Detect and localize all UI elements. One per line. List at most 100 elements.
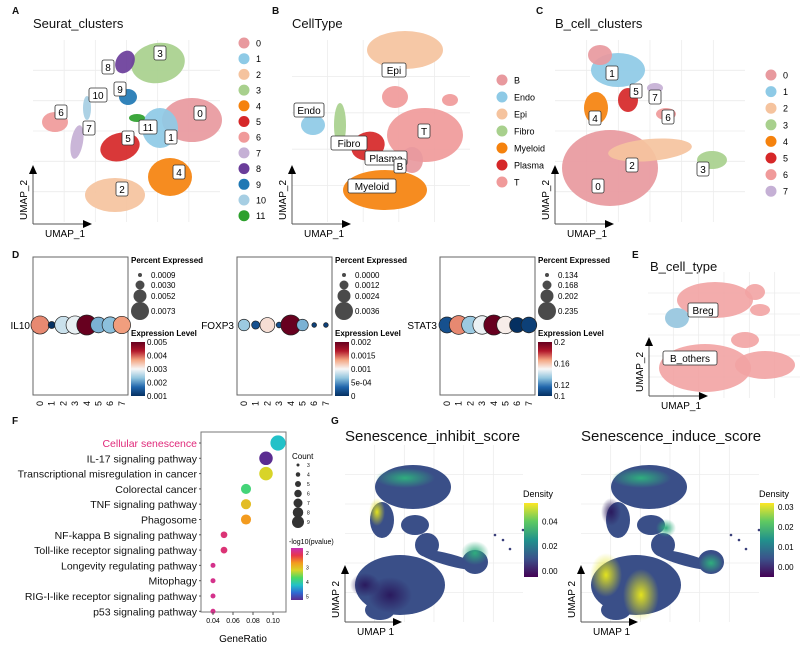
density-legend-label: 0.01: [778, 543, 794, 552]
x-tick-label: 0: [442, 401, 452, 406]
legend-label: 0: [256, 39, 261, 49]
x-tick-label: 6: [105, 401, 115, 406]
enrichment-dot: [240, 499, 252, 510]
count-legend-label: 7: [307, 501, 310, 507]
color-legend-label: 0.0015: [351, 352, 376, 361]
panel-e-title: B_cell_type: [650, 259, 718, 274]
color-legend-title: Expression Level: [538, 329, 604, 338]
cluster-label-box: [347, 178, 397, 194]
gene-label: IL10: [11, 321, 31, 332]
term-label: Toll-like receptor signaling pathway: [34, 545, 198, 557]
cluster-label-box: [172, 164, 186, 180]
count-legend-dot: [296, 463, 300, 467]
cluster-label-box: [164, 129, 178, 145]
count-legend-title: Count: [292, 452, 314, 461]
x-tick-label: 5: [298, 401, 308, 406]
term-label: NF-kappa B signaling pathway: [55, 530, 198, 542]
count-legend-label: 8: [307, 511, 310, 517]
arrow-up-icon: [551, 165, 559, 174]
cluster-label: 5: [633, 87, 639, 98]
count-legend-dot: [295, 472, 301, 477]
arrow-up-icon: [29, 165, 37, 174]
size-legend-dot: [538, 302, 556, 320]
color-legend-title: Expression Level: [335, 329, 401, 338]
size-legend-dot: [131, 302, 149, 320]
x-tick-label: 4: [82, 401, 92, 406]
density-hotspot: [601, 498, 621, 526]
legend-label: 5: [256, 117, 261, 127]
legend-label: 0: [783, 71, 788, 81]
cluster-label: 5: [125, 134, 131, 145]
x-tick-label: 0.04: [206, 618, 220, 625]
x-tick-label: 1: [47, 401, 57, 406]
pvalue-legend-title: -log10(pvalue): [289, 539, 334, 546]
density-legend-label: 0.02: [542, 542, 558, 551]
arrow-right-icon: [393, 618, 402, 626]
cluster-label: T: [421, 127, 427, 138]
umap-x-label: UMAP_1: [661, 401, 701, 412]
legend-swatch: [496, 108, 508, 120]
cluster-label: Endo: [297, 106, 321, 117]
size-legend-label: 0.0030: [151, 281, 176, 290]
b-others-points: [735, 351, 795, 379]
x-tick-label: 3: [70, 401, 80, 406]
legend-label: B: [514, 76, 520, 86]
cluster-points-6: [382, 86, 408, 108]
size-legend-title: Percent Expressed: [131, 256, 203, 265]
cluster-label-box: [330, 135, 368, 151]
legend-label: 7: [783, 187, 788, 197]
cluster-label-box: [113, 81, 127, 97]
cluster-label-box: [662, 350, 718, 366]
outlier-point: [757, 528, 761, 532]
x-tick-label: 5: [501, 401, 511, 406]
enrichment-dot: [220, 531, 228, 539]
cluster-label: 11: [143, 123, 154, 134]
legend-label: Endo: [514, 93, 535, 103]
pvalue-legend-label: 3: [306, 566, 309, 572]
count-legend-label: 9: [307, 520, 310, 526]
color-legend-label: 0.005: [147, 338, 168, 347]
x-tick-label: 6: [309, 401, 319, 406]
count-legend-dot: [292, 507, 304, 518]
expression-dot: [323, 322, 329, 328]
size-legend-label: 0.0009: [151, 271, 176, 280]
umap-y-label: UMAP 2: [567, 581, 578, 618]
pvalue-legend-label: 4: [306, 580, 309, 586]
outlier-point: [508, 547, 512, 551]
cluster-label: Fibro: [338, 139, 361, 150]
density-hotspot: [461, 541, 489, 565]
x-tick-label: 2: [465, 401, 475, 406]
cluster-label: Epi: [387, 66, 401, 77]
color-legend-label: 0.001: [351, 365, 372, 374]
color-legend-label: 0.1: [554, 392, 566, 401]
arrow-right-icon: [605, 220, 614, 228]
gene-label: FOXP3: [201, 321, 234, 332]
expression-dot: [112, 315, 131, 335]
cluster-label: 8: [105, 63, 111, 74]
size-legend-dot: [337, 289, 351, 303]
pvalue-legend-label: 2: [306, 551, 309, 557]
cluster-label: 9: [117, 85, 123, 96]
x-tick-label: 2: [262, 401, 272, 406]
cluster-label: 0: [595, 182, 601, 193]
panel-letter-g: G: [331, 416, 339, 427]
cluster-label-box: [417, 123, 431, 139]
density-hotspot: [623, 569, 659, 621]
legend-label: Myeloid: [514, 144, 545, 154]
enrichment-dot: [259, 451, 273, 466]
x-tick-label: 7: [524, 401, 534, 406]
legend-swatch: [765, 185, 777, 197]
enrichment-dot: [259, 466, 273, 481]
x-tick-label: 1: [251, 401, 261, 406]
size-legend-label: 0.0024: [355, 292, 380, 301]
size-legend-dot: [342, 273, 346, 277]
cluster-label-box: [696, 161, 710, 177]
umap-y-label: UMAP_2: [635, 352, 646, 392]
density-color-bar: [524, 503, 538, 577]
legend-label: 3: [256, 86, 261, 96]
size-legend-label: 0.168: [558, 281, 579, 290]
legend-swatch: [238, 194, 250, 206]
density-legend-label: 0.00: [778, 563, 794, 572]
x-axis-label: GeneRatio: [219, 634, 267, 645]
